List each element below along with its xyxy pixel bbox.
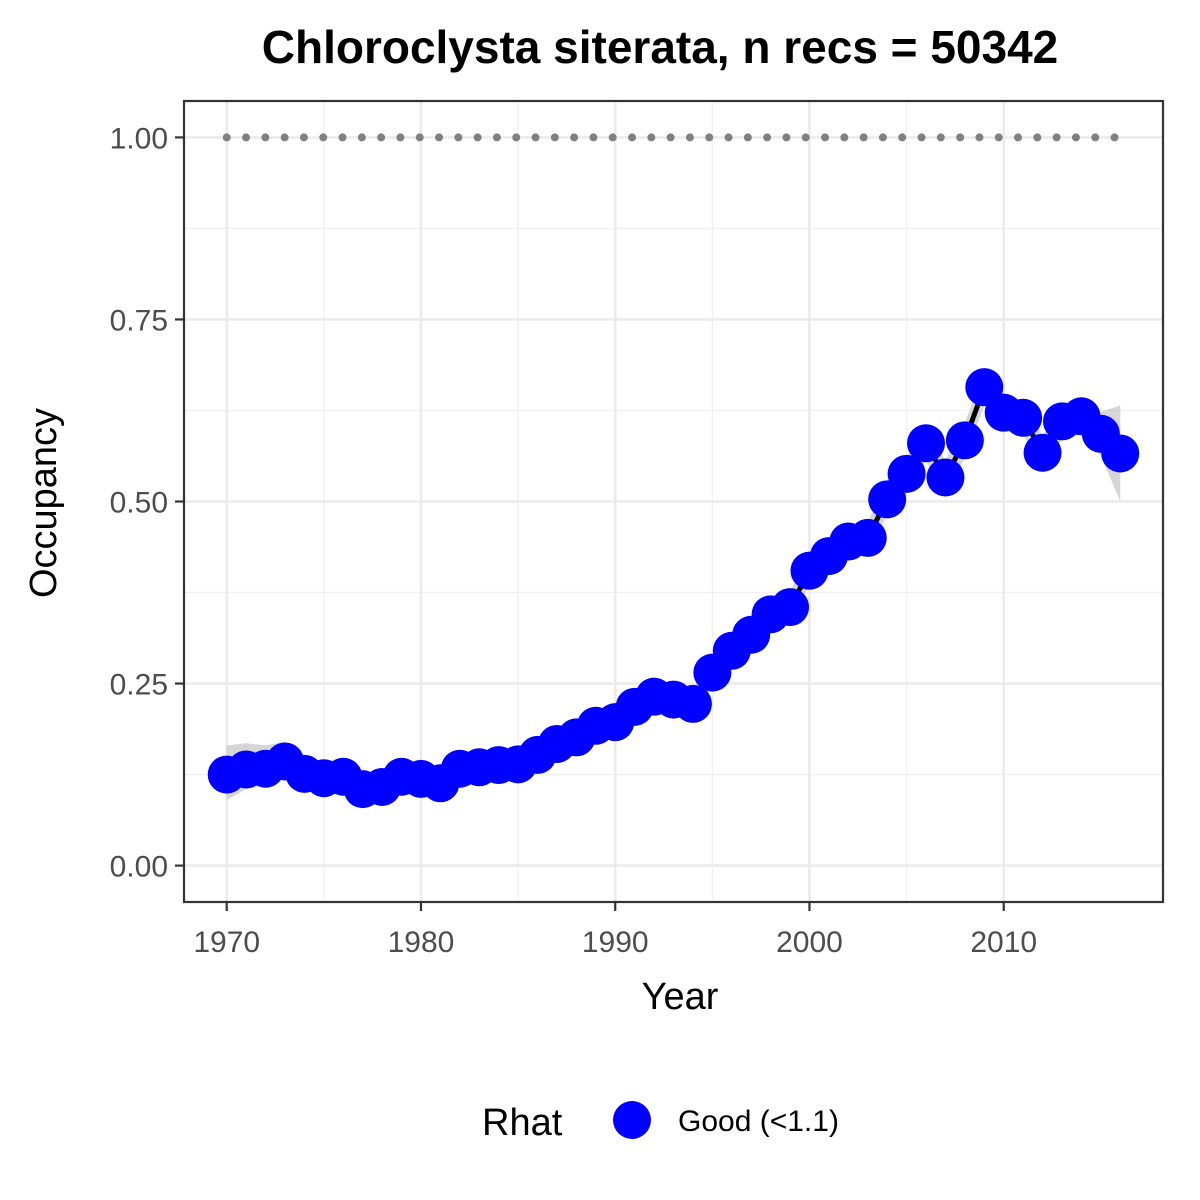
legend: Rhat Good (<1.1) — [482, 1101, 839, 1144]
x-tick-label: 1970 — [193, 926, 260, 959]
data-point — [673, 684, 712, 723]
y-tick-label: 0.25 — [110, 669, 168, 702]
y-axis: 0.00 0.25 0.50 0.75 1.00 — [110, 122, 184, 884]
y-tick-label: 1.00 — [110, 122, 168, 155]
legend-label-good: Good (<1.1) — [678, 1105, 839, 1138]
data-point — [1101, 434, 1140, 473]
data-point — [1023, 433, 1062, 472]
data-point — [848, 518, 887, 557]
data-points-layer — [207, 368, 1140, 809]
y-tick-label: 0.75 — [110, 304, 168, 337]
y-axis-title: Occupancy — [23, 408, 65, 598]
data-point — [907, 424, 946, 463]
data-point — [926, 458, 965, 497]
legend-title: Rhat — [482, 1102, 563, 1144]
x-tick-label: 1990 — [582, 926, 649, 959]
x-tick-label: 2010 — [970, 926, 1037, 959]
y-tick-label: 0.00 — [110, 851, 168, 884]
x-axis-title: Year — [642, 976, 719, 1018]
chart-title: Chloroclysta siterata, n recs = 50342 — [262, 21, 1059, 73]
legend-key-good — [613, 1101, 651, 1139]
x-tick-label: 2000 — [776, 926, 843, 959]
y-tick-label: 0.50 — [110, 487, 168, 520]
x-axis: 1970 1980 1990 2000 2010 — [193, 902, 1037, 959]
data-point — [945, 421, 984, 460]
data-point — [771, 588, 810, 627]
data-point — [1004, 398, 1043, 437]
data-point — [887, 454, 926, 493]
x-tick-label: 1980 — [388, 926, 455, 959]
